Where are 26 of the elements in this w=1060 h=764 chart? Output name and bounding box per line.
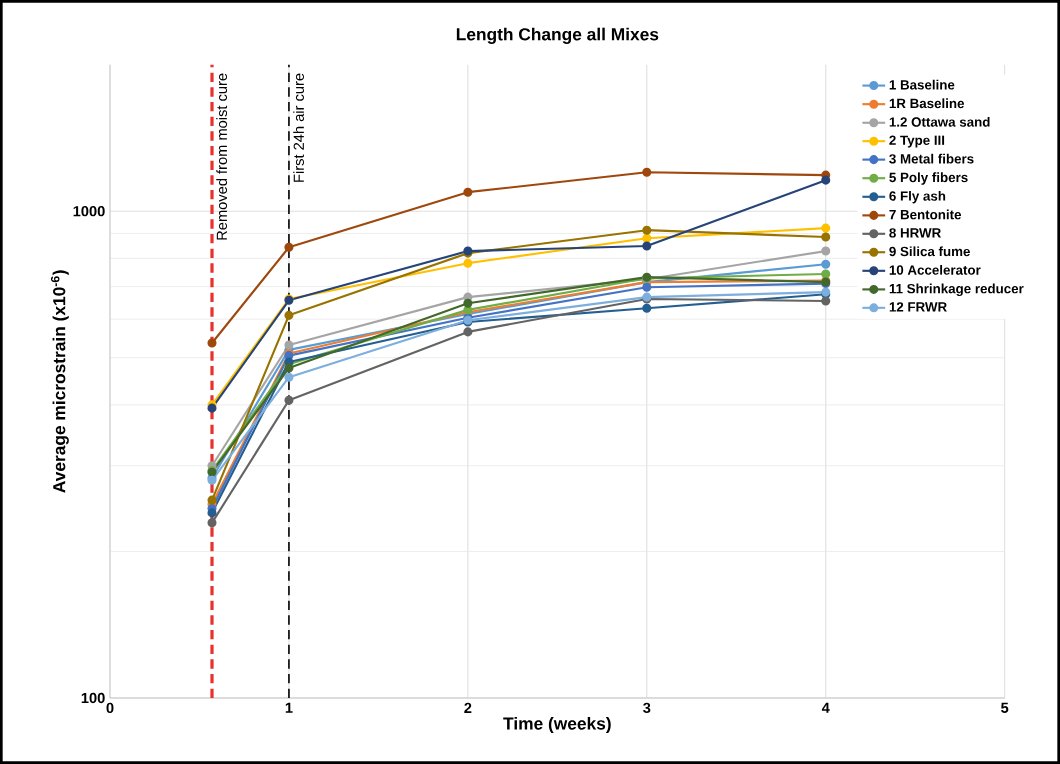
legend-label: 1.2 Ottawa sand [889, 116, 990, 127]
chart-title: Length Change all Mixes [456, 27, 659, 44]
x-tick-label: 0 [106, 702, 114, 714]
x-axis-title: Time (weeks) [503, 716, 611, 734]
x-tick-label: 1 [285, 702, 293, 713]
x-tick-label: 2 [464, 702, 472, 713]
legend-label: 6 Fly ash [889, 190, 946, 204]
x-tick-label: 5 [1001, 702, 1009, 713]
legend-label: 3 Metal fibers [889, 153, 974, 164]
legend-label: 1 Baseline [889, 79, 955, 90]
legend-label: 5 Poly fibers [889, 172, 968, 185]
x-tick-label: 4 [821, 702, 830, 713]
x-tick-label: 3 [643, 702, 651, 714]
legend-label: 8 HRWR [889, 228, 941, 238]
legend-label: 1R Baseline [889, 98, 965, 109]
legend-label: 10 Accelerator [889, 264, 981, 275]
ref-line-label: Removed from moist cure [216, 73, 228, 240]
y-tick-label: 100 [81, 692, 105, 704]
legend-label: 12 FRWR [889, 302, 947, 312]
legend-label: 7 Bentonite [889, 209, 962, 220]
ref-line-label: First 24h air cure [293, 73, 304, 182]
legend-label: 2 Type III [889, 135, 945, 148]
legend-label: 11 Shrinkage reducer [889, 283, 1024, 297]
y-axis-title: Average microstrain (x10$^{-6}$) [50, 270, 69, 493]
legend-label: 9 Silica fume [889, 246, 970, 257]
y-tick-label: 1000 [73, 205, 105, 217]
